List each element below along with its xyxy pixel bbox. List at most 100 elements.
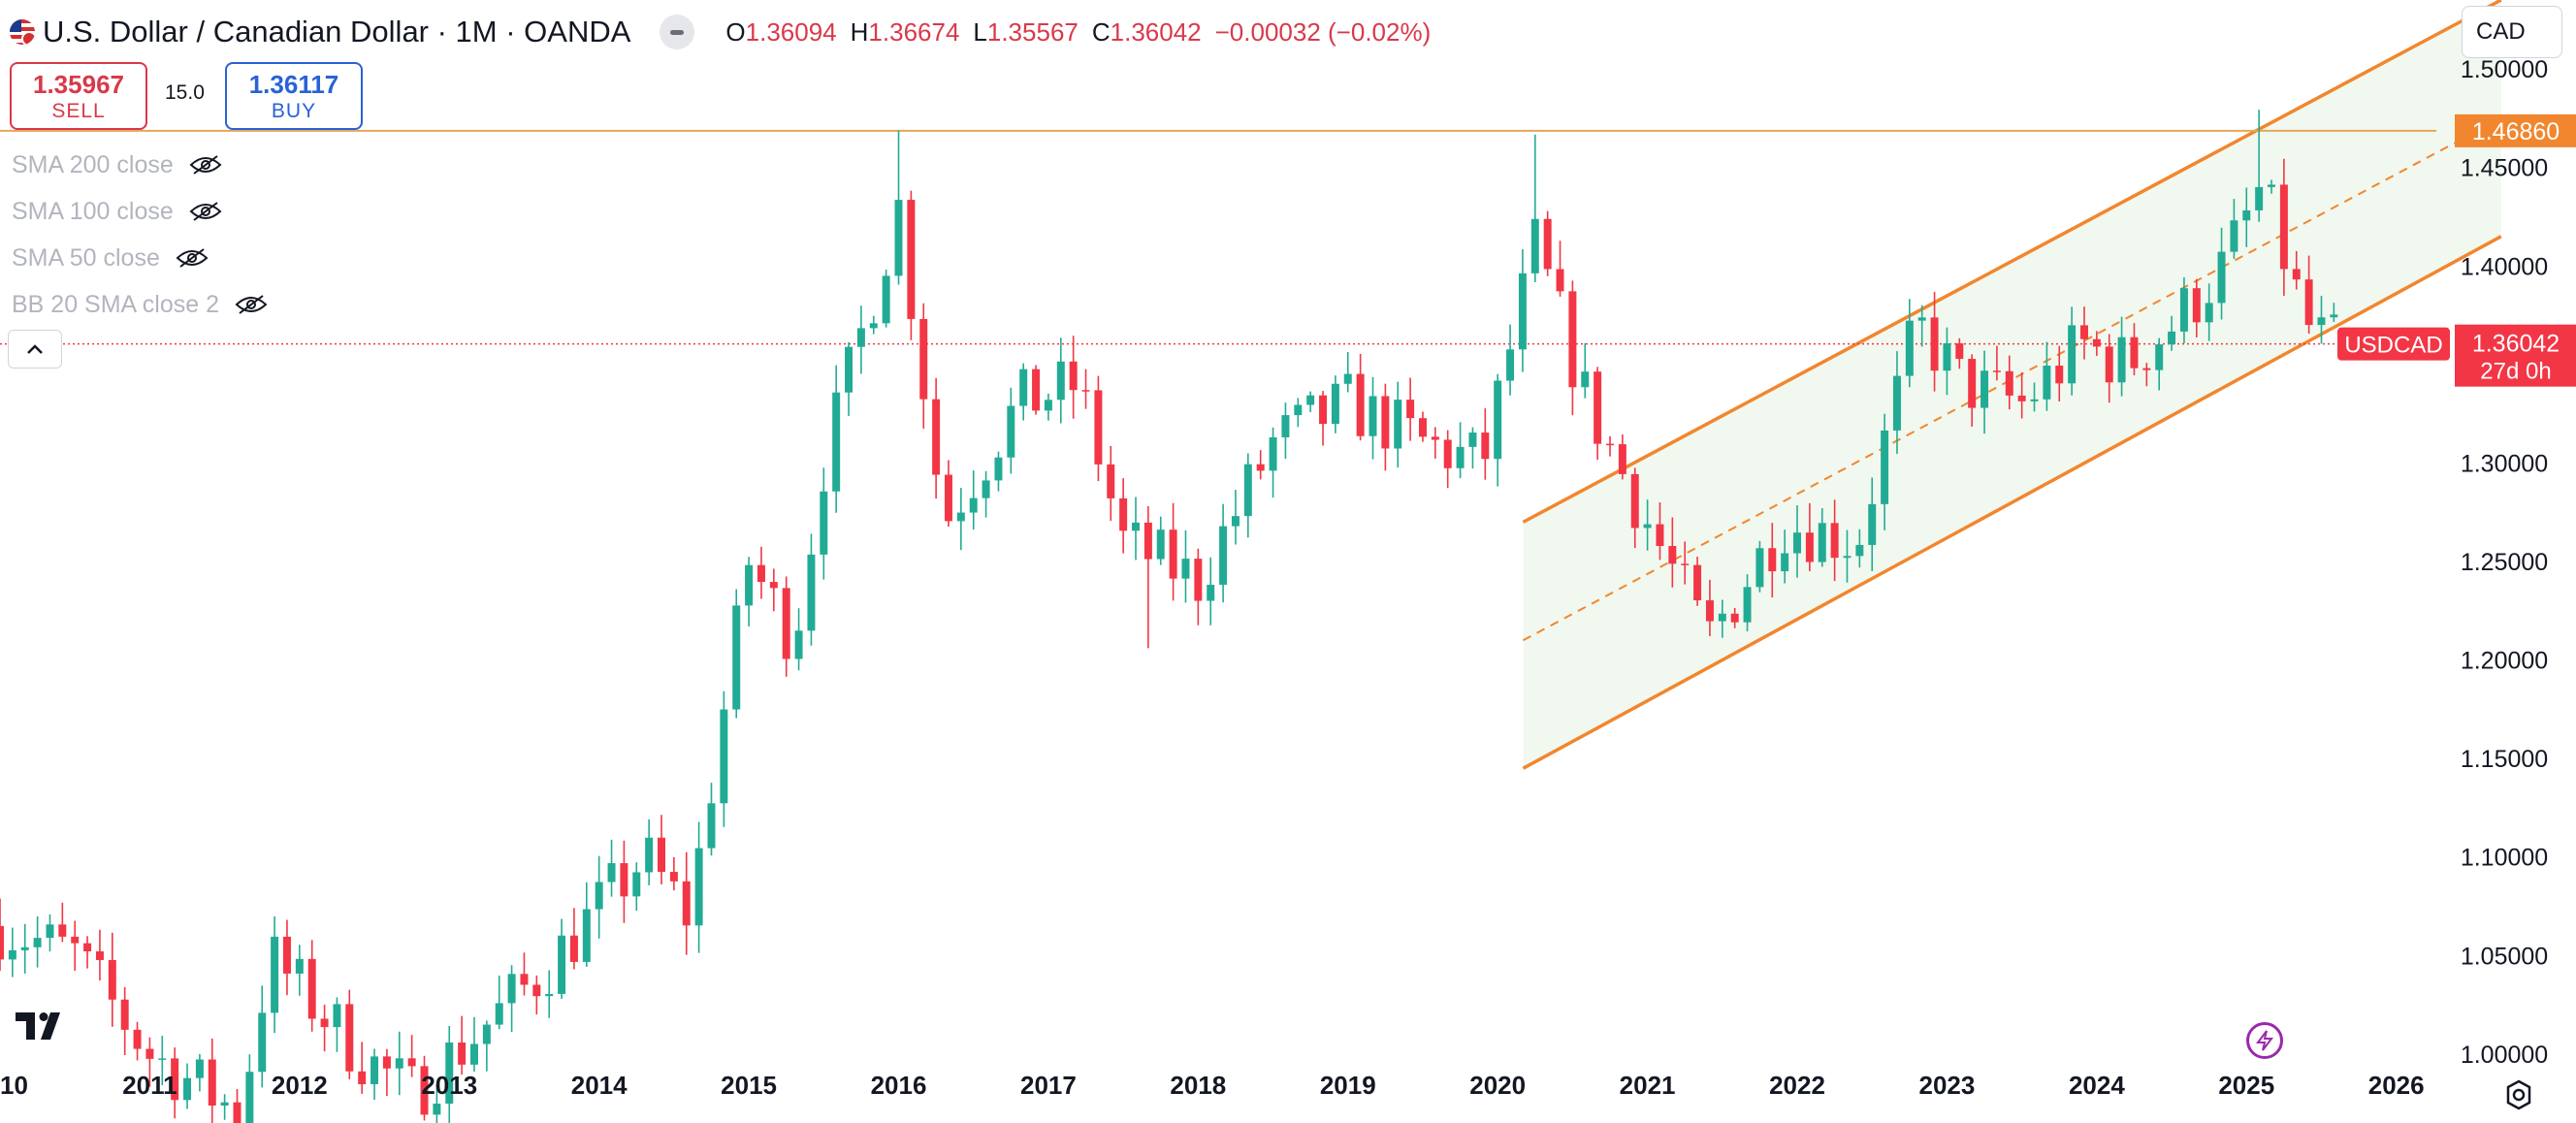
change-value: −0.00032 (−0.02%) (1214, 16, 1432, 47)
candle-body (395, 1058, 403, 1069)
candle-body (1705, 600, 1714, 622)
low-key: L (973, 16, 987, 47)
candle-body (220, 1102, 229, 1106)
candle-body (495, 1003, 503, 1025)
candle-body (2168, 331, 2176, 345)
open-value: 1.36094 (745, 16, 837, 47)
candle-body (1681, 563, 1690, 565)
candle-body (820, 491, 828, 555)
candle-body (8, 949, 16, 960)
candle-body (83, 943, 92, 952)
candle-body (2092, 338, 2101, 347)
x-tick-label: 2025 (2218, 1071, 2274, 1100)
candle-body (1343, 373, 1352, 384)
channel-upper-line (1522, 0, 2502, 524)
candle-body (1793, 532, 1802, 554)
candle-body (2017, 395, 2026, 401)
candle-body (1992, 370, 2001, 372)
candle-body (2055, 366, 2064, 384)
candle-body (458, 1043, 467, 1065)
candle-body (1556, 269, 1564, 292)
candle-body (2242, 209, 2251, 221)
candle-body (2230, 220, 2238, 252)
x-tick-label: 2014 (571, 1071, 628, 1100)
candle-body (1581, 371, 1590, 388)
candle-body (282, 936, 291, 974)
candle-body (869, 323, 878, 329)
candle-body (994, 457, 1003, 481)
hline-price-label-bg (2455, 113, 2576, 147)
countdown-label: 27d 0h (2480, 359, 2551, 385)
lightning-icon[interactable] (2246, 1022, 2283, 1059)
candle-body (2117, 337, 2126, 383)
indicator-bb-20[interactable]: BB 20 SMA close 2 (12, 281, 268, 328)
indicator-sma-50[interactable]: SMA 50 close (12, 235, 268, 281)
candle-body (1032, 369, 1041, 411)
candle-body (1169, 529, 1177, 579)
candle-body (620, 863, 628, 897)
candle-body (1618, 444, 1626, 474)
candle-body (370, 1056, 379, 1084)
candle-body (932, 399, 941, 475)
candle-body (345, 1004, 354, 1072)
candle-body (295, 958, 304, 974)
candle-body (745, 564, 754, 606)
candle-body (195, 1059, 204, 1078)
candle-body (1643, 524, 1652, 529)
candle-body (2255, 186, 2264, 210)
candle-body (894, 200, 903, 276)
candle-body (532, 984, 541, 997)
eye-hidden-icon[interactable] (189, 201, 222, 222)
candle-body (2304, 279, 2313, 326)
candle-body (794, 630, 803, 659)
candle-body (1494, 380, 1502, 460)
candle-body (470, 1043, 478, 1065)
indicator-sma-200[interactable]: SMA 200 close (12, 142, 268, 188)
tradingview-logo-icon[interactable] (16, 1009, 76, 1042)
candle-body (882, 275, 890, 324)
candle-body (358, 1071, 367, 1084)
candle-body (2279, 184, 2288, 270)
candle-body (1406, 400, 1415, 419)
candle-body (445, 1043, 454, 1105)
collapse-indicators-button[interactable] (8, 330, 62, 369)
symbol-title[interactable]: U.S. Dollar / Canadian Dollar · 1M · OAN… (43, 15, 631, 48)
candle-body (2080, 325, 2088, 339)
candle-body (2043, 366, 2051, 400)
candle-body (507, 974, 516, 1004)
channel-middle-line (1522, 117, 2502, 642)
candle-body (1718, 613, 1726, 622)
sell-button[interactable]: 1.35967 SELL (10, 62, 147, 130)
candle-body (183, 1077, 192, 1101)
last-price-label: 1.36042 (2472, 331, 2560, 358)
x-tick-label: 2022 (1769, 1071, 1825, 1100)
candle-body (1955, 343, 1964, 360)
candle-body (1468, 433, 1477, 447)
candle-body (982, 480, 990, 498)
eye-hidden-icon[interactable] (176, 247, 209, 269)
candle-body (1381, 396, 1390, 449)
candle-body (807, 554, 816, 631)
candle-body (595, 882, 603, 910)
eye-hidden-icon[interactable] (235, 294, 268, 315)
currency-button[interactable]: CAD (2462, 6, 2562, 58)
hline-price-label: 1.46860 (2472, 118, 2560, 145)
candle-body (58, 924, 67, 937)
collapse-legend-button[interactable] (660, 15, 695, 49)
candle-body (1881, 430, 1889, 504)
buy-button[interactable]: 1.36117 BUY (225, 62, 363, 130)
candle-body (1107, 464, 1115, 498)
candle-body (1207, 584, 1215, 601)
candle-body (1805, 532, 1814, 562)
candle-body (720, 709, 728, 804)
spread-value: 15.0 (165, 81, 205, 104)
x-tick-label: 2012 (272, 1071, 328, 1100)
open-key: O (725, 16, 746, 47)
eye-hidden-icon[interactable] (189, 154, 222, 176)
candle-body (145, 1048, 154, 1059)
candle-body (1868, 503, 1877, 545)
settings-gear-icon[interactable] (2502, 1078, 2535, 1111)
us-flag-icon (10, 19, 35, 45)
indicator-sma-100[interactable]: SMA 100 close (12, 188, 268, 235)
